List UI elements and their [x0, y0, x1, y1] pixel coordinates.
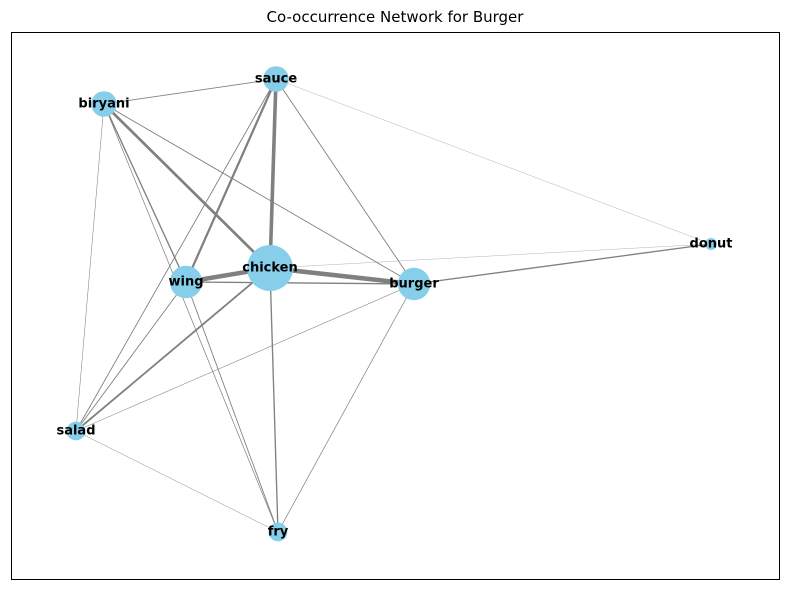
edge-wing-fry [185, 281, 279, 533]
edge-burger-fry [277, 283, 415, 533]
edges-layer [75, 77, 712, 533]
edge-biryani-salad [75, 103, 105, 432]
edge-burger-donut [413, 243, 712, 285]
edge-wing-salad [75, 281, 187, 432]
edge-sauce-wing [184, 77, 278, 284]
edge-biryani-wing [103, 103, 187, 283]
node-biryani [91, 91, 117, 117]
node-donut [705, 238, 717, 250]
edge-biryani-burger [103, 103, 415, 285]
node-salad [66, 421, 86, 441]
node-label-biryani: biryani [78, 97, 129, 112]
nodes-layer [66, 66, 717, 542]
node-label-salad: salad [56, 424, 95, 439]
edge-sauce-chicken [268, 77, 278, 270]
node-chicken [247, 245, 293, 291]
edge-biryani-fry [103, 103, 279, 533]
edge-sauce-salad [75, 78, 277, 432]
node-label-sauce: sauce [255, 72, 297, 87]
edge-salad-burger [75, 283, 415, 432]
node-label-donut: donut [690, 237, 733, 252]
node-label-burger: burger [389, 277, 439, 292]
edge-chicken-burger [267, 265, 417, 287]
edge-salad-fry [75, 430, 279, 533]
node-label-fry: fry [268, 525, 289, 540]
node-label-wing: wing [168, 275, 203, 290]
edge-biryani-chicken [102, 102, 272, 270]
edge-sauce-donut [275, 78, 712, 245]
edge-sauce-burger [275, 78, 415, 285]
edge-chicken-donut [269, 243, 712, 269]
labels-layer: sauce biryani chicken wing burger donut salad f… [56, 72, 732, 540]
plot-frame [11, 32, 780, 580]
node-fry [268, 522, 288, 542]
node-label-chicken: chicken [242, 261, 298, 276]
node-burger [397, 267, 431, 301]
chart-title: Co-occurrence Network for Burger [266, 8, 524, 26]
edge-wing-burger [185, 281, 415, 285]
node-sauce [263, 66, 289, 92]
edge-chicken-salad [75, 267, 271, 432]
edge-chicken-fry [269, 267, 279, 533]
node-wing [169, 265, 203, 299]
edge-sauce-biryani [103, 78, 277, 105]
